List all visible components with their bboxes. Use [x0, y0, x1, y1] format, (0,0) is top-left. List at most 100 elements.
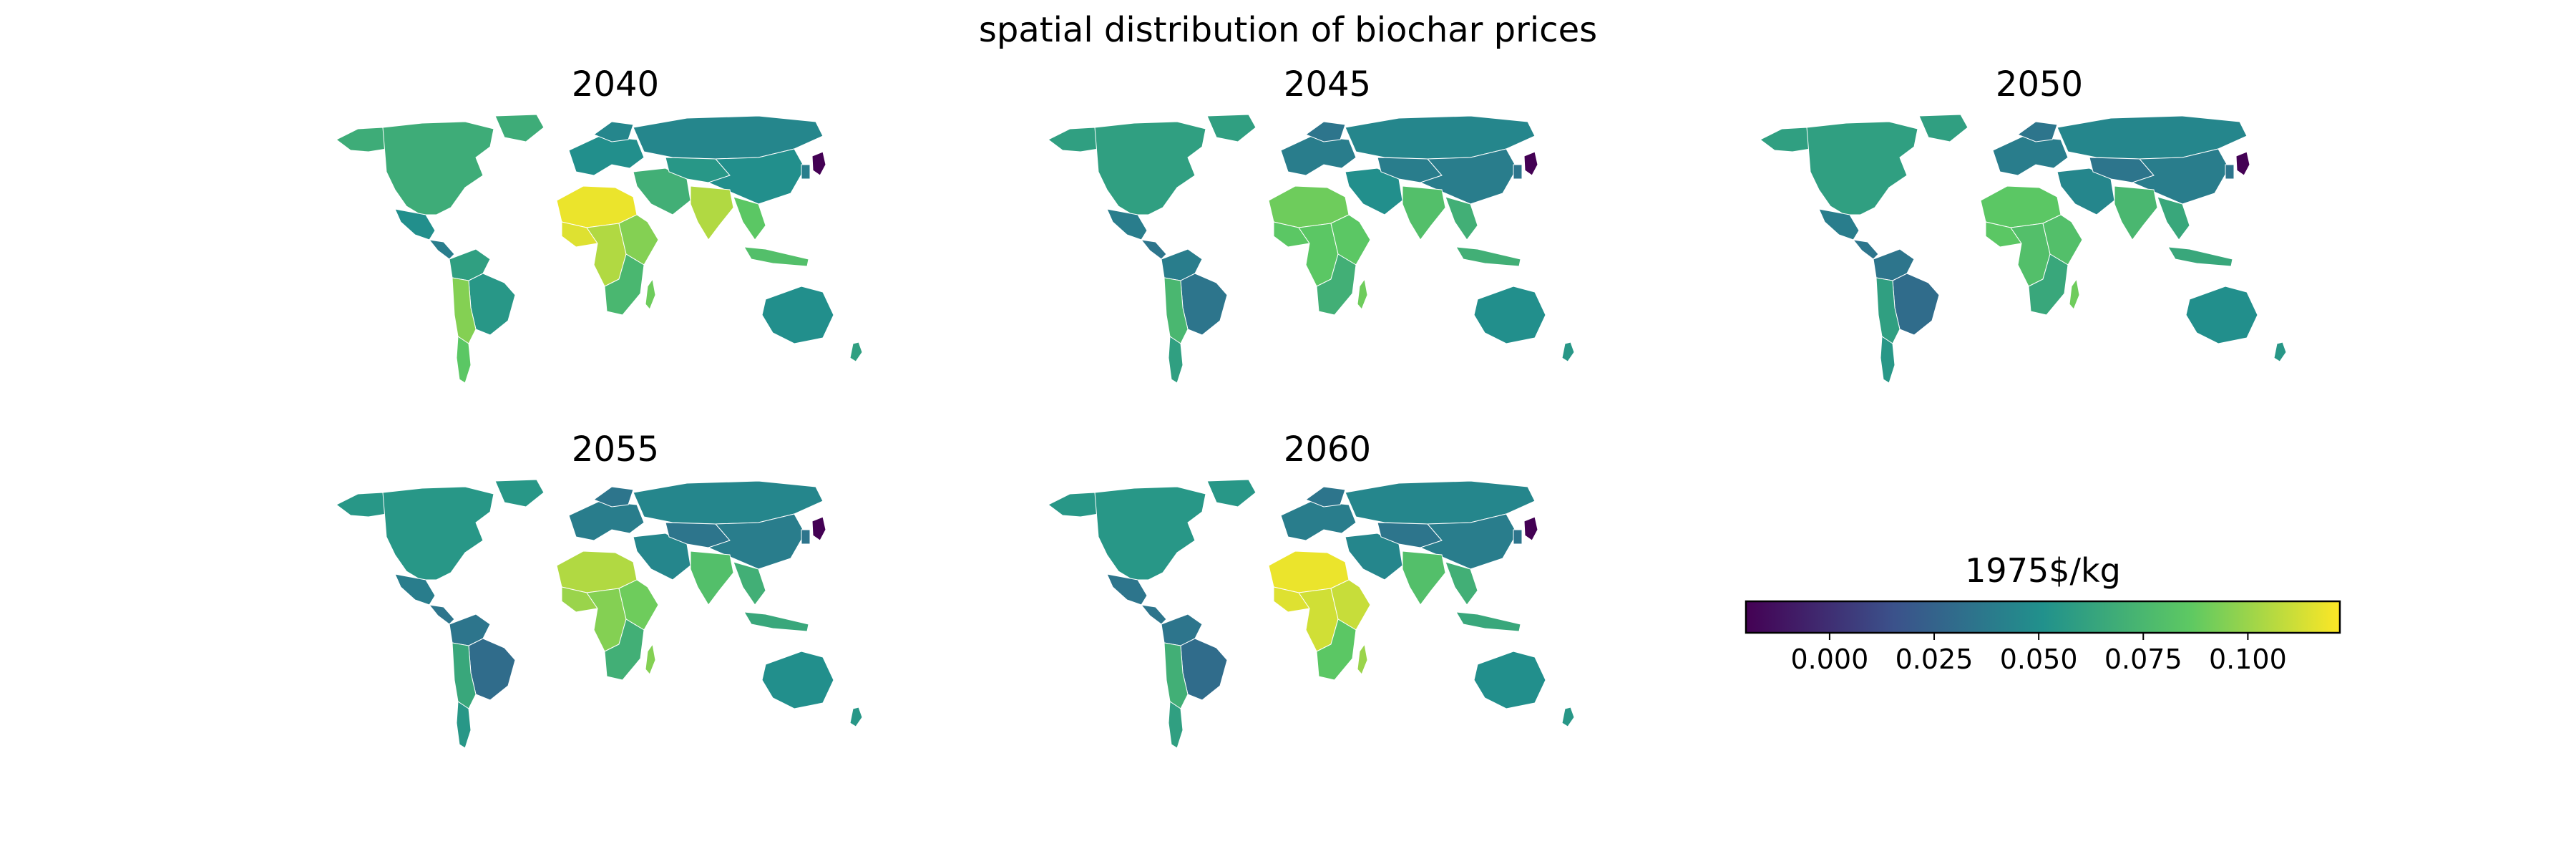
region-scandinavia: [592, 121, 634, 142]
region-greenland: [494, 114, 545, 142]
region-north-america: [1094, 486, 1206, 581]
region-madagascar: [645, 278, 656, 310]
region-china: [1419, 148, 1518, 205]
colorbar-title: 1975$/kg: [1965, 551, 2121, 590]
region-south-america-south: [1163, 277, 1189, 344]
region-scandinavia: [1304, 486, 1346, 508]
region-australia: [761, 286, 834, 344]
colorbar-gradient: [1745, 600, 2341, 634]
region-south-america-south: [1875, 277, 1901, 344]
region-europe: [1280, 500, 1357, 541]
region-korea: [1513, 529, 1523, 545]
region-north-america: [1806, 121, 1918, 215]
colorbar-ticks: 0.000 0.025 0.050 0.075 0.100: [1791, 633, 2287, 675]
panel-title: 2045: [1283, 64, 1372, 105]
panel-title: 2060: [1283, 430, 1372, 470]
region-southern-africa: [1316, 253, 1357, 316]
region-patagonia: [1168, 336, 1184, 384]
region-alaska: [1048, 127, 1103, 152]
region-madagascar: [2069, 278, 2080, 310]
region-alaska: [336, 127, 391, 152]
region-southern-africa: [2028, 253, 2069, 316]
region-india: [1402, 185, 1446, 241]
region-southern-africa: [604, 253, 645, 316]
region-indonesia: [1455, 611, 1521, 632]
region-korea: [1513, 164, 1523, 180]
region-patagonia: [456, 336, 472, 384]
region-brazil: [1180, 638, 1228, 701]
region-india: [690, 185, 734, 241]
region-patagonia: [1168, 701, 1184, 749]
region-south-america-south: [1163, 642, 1189, 709]
region-south-america-south: [452, 642, 477, 709]
colorbar-tick-label: 0.075: [2104, 644, 2182, 675]
region-china: [707, 513, 806, 570]
colorbar-tick-label: 0.025: [1896, 644, 1974, 675]
region-indonesia: [743, 246, 809, 267]
region-west-africa: [561, 221, 598, 248]
region-patagonia: [1880, 336, 1896, 384]
region-madagascar: [1357, 278, 1368, 310]
region-new-zealand: [2273, 341, 2287, 362]
map-panel-2055: 2055: [329, 430, 902, 759]
region-north-america: [382, 121, 494, 215]
region-central-america: [1140, 239, 1167, 260]
region-west-africa: [1273, 221, 1310, 248]
region-scandinavia: [1304, 121, 1346, 142]
region-alaska: [1048, 492, 1103, 518]
region-scandinavia: [592, 486, 634, 508]
region-scandinavia: [2016, 121, 2058, 142]
region-southern-africa: [1316, 618, 1357, 681]
region-japan: [2235, 151, 2250, 176]
region-europe: [1992, 135, 2069, 176]
region-west-africa: [1273, 586, 1310, 613]
region-indonesia: [1455, 246, 1521, 267]
region-central-america: [1140, 604, 1167, 625]
region-north-america: [382, 486, 494, 581]
region-china: [707, 148, 806, 205]
region-indonesia: [743, 611, 809, 632]
region-brazil: [468, 273, 516, 336]
region-japan: [811, 516, 826, 541]
world-map: [336, 114, 863, 384]
region-india: [690, 550, 734, 606]
region-alaska: [336, 492, 391, 518]
region-china: [1419, 513, 1518, 570]
region-korea: [801, 529, 811, 545]
map-panel-2045: 2045: [1041, 64, 1614, 394]
region-europe: [1280, 135, 1357, 176]
region-south-america-south: [452, 277, 477, 344]
region-southeast-asia: [1445, 196, 1478, 241]
region-north-america: [1094, 121, 1206, 215]
region-india: [2114, 185, 2158, 241]
region-greenland: [1206, 114, 1257, 142]
region-greenland: [494, 479, 545, 508]
region-new-zealand: [1561, 341, 1575, 362]
world-map: [336, 479, 863, 749]
region-southeast-asia: [733, 196, 766, 241]
region-korea: [2225, 164, 2235, 180]
region-new-zealand: [849, 341, 863, 362]
region-alaska: [1760, 127, 1815, 152]
region-japan: [811, 151, 826, 176]
region-southeast-asia: [1445, 561, 1478, 606]
region-china: [2131, 148, 2230, 205]
map-panel-2050: 2050: [1753, 64, 2326, 394]
region-central-america: [428, 604, 455, 625]
region-japan: [1523, 516, 1538, 541]
region-indonesia: [2167, 246, 2233, 267]
colorbar-tick-label: 0.100: [2209, 644, 2287, 675]
region-india: [1402, 550, 1446, 606]
region-australia: [1473, 651, 1546, 709]
map-panel-2040: 2040: [329, 64, 902, 394]
region-greenland: [1206, 479, 1257, 508]
region-central-america: [1852, 239, 1879, 260]
region-brazil: [1892, 273, 1940, 336]
panel-title: 2050: [1995, 64, 2084, 105]
region-patagonia: [456, 701, 472, 749]
region-australia: [761, 651, 834, 709]
region-southern-africa: [604, 618, 645, 681]
region-madagascar: [1357, 643, 1368, 675]
region-australia: [1473, 286, 1546, 344]
panel-title: 2040: [571, 64, 660, 105]
